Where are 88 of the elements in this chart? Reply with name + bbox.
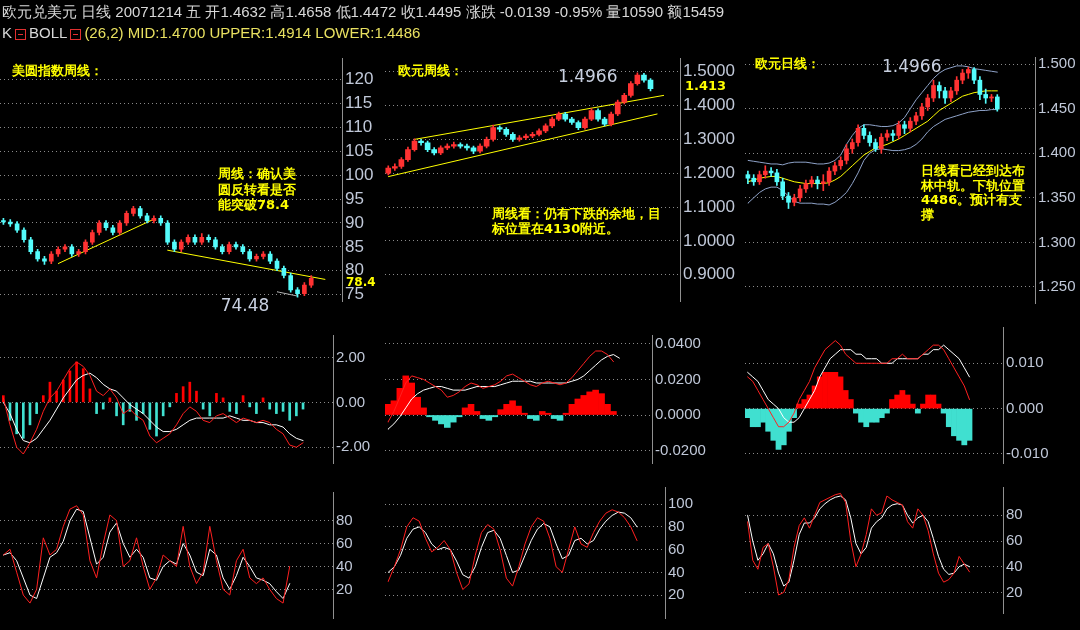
- candlestick: [464, 143, 470, 151]
- y-tick-label: 40: [336, 556, 353, 574]
- bar: [175, 393, 178, 403]
- bar: [255, 402, 258, 414]
- bar: [215, 393, 218, 403]
- y-tick-label: 60: [668, 539, 685, 557]
- y-tick-label: 1.450: [1038, 98, 1076, 116]
- y-tick-label: 1.250: [1038, 277, 1076, 295]
- bar: [208, 402, 212, 417]
- bar: [141, 402, 145, 414]
- y-tick-label: 90: [345, 212, 364, 232]
- chart-title: 欧元日线：: [755, 56, 820, 72]
- bar: [15, 402, 18, 435]
- candlestick: [444, 143, 451, 150]
- annotation: 1.4966: [882, 56, 942, 77]
- y-tick-label: 100: [668, 494, 694, 512]
- y-tick-label: 1.500: [1038, 54, 1076, 72]
- bar: [81, 368, 85, 403]
- y-tick-label: 1.2000: [683, 162, 735, 182]
- y-tick-label: 60: [1006, 531, 1023, 549]
- y-tick-label: 0.0200: [655, 369, 701, 387]
- y-tick-label: 0.0000: [655, 405, 701, 423]
- y-tick-label: 120: [345, 69, 374, 89]
- y-tick-label: 100: [345, 164, 374, 184]
- text: 1.413: [685, 78, 727, 94]
- bar: [188, 381, 192, 403]
- bar: [195, 390, 198, 403]
- y-tick-label: 80: [336, 510, 353, 528]
- y-tick-label: 80: [1006, 505, 1023, 523]
- bar: [248, 402, 252, 408]
- bar: [155, 402, 158, 437]
- bar: [101, 402, 105, 410]
- annotation: 周线：确认美圆反转看是否能突破78.4: [217, 166, 297, 213]
- bar: [95, 402, 98, 414]
- y-tick-label: 1.400: [1038, 143, 1076, 161]
- text: K: [2, 24, 13, 41]
- text: (26,2) MID:1.4700 UPPER:1.4914 LOWER:1.4486: [84, 24, 421, 41]
- bar: [41, 395, 45, 403]
- bar: [121, 402, 125, 426]
- y-tick-label: 40: [668, 562, 685, 580]
- bar: [268, 402, 272, 410]
- y-tick-label: -2.00: [336, 437, 371, 455]
- y-tick-label: 1.3000: [683, 129, 735, 149]
- y-tick-label: 1.350: [1038, 187, 1076, 205]
- y-tick-label: 40: [1006, 556, 1023, 574]
- y-tick-label: 0.0400: [655, 334, 701, 352]
- candlestick: [451, 141, 457, 149]
- bar: [55, 390, 58, 403]
- bar: [228, 402, 232, 412]
- text: BOLL: [29, 24, 68, 41]
- y-tick-label: 1.0000: [683, 230, 735, 250]
- y-tick-label: -0.010: [1006, 444, 1049, 462]
- y-tick-label: 20: [668, 585, 685, 603]
- y-tick-label: 60: [336, 533, 353, 551]
- bar: [161, 402, 165, 417]
- y-tick-label: 95: [345, 188, 364, 208]
- y-tick-label: -0.0200: [655, 440, 706, 458]
- y-tick-label: 0.000: [1006, 398, 1044, 416]
- bar: [295, 402, 298, 417]
- chart-title: 欧元周线：: [398, 63, 463, 79]
- y-tick-label: 85: [345, 236, 364, 256]
- y-tick-label: 1.1000: [683, 196, 735, 216]
- y-tick-label: 20: [336, 579, 353, 597]
- y-tick-label: 1.4000: [683, 95, 735, 115]
- y-tick-label: 1.300: [1038, 232, 1076, 250]
- y-tick-label: 20: [1006, 582, 1023, 600]
- bar: [21, 402, 25, 439]
- y-tick-label: 80: [668, 517, 685, 535]
- bar: [35, 402, 38, 414]
- y-tick-label: 115: [345, 93, 373, 113]
- y-tick-label: 0.00: [336, 392, 366, 410]
- y-tick-label: 1.5000: [683, 61, 735, 81]
- annotation: 周线看：仍有下跌的余地，目标位置在4130附近。: [491, 206, 661, 237]
- bar: [75, 361, 78, 403]
- y-tick-label: 0.9000: [683, 264, 735, 284]
- y-tick-label: 0.010: [1006, 353, 1044, 371]
- annotation: 1.4966: [558, 66, 618, 87]
- chart-title: 美圆指数周线：: [11, 63, 103, 79]
- y-tick-label: 110: [345, 117, 373, 137]
- bar: [288, 402, 292, 421]
- annotation: 日线看已经到达布林中轨。下轨位置4486。预计有支撑: [920, 163, 1025, 222]
- annotation: 74.48: [220, 295, 270, 316]
- bar: [115, 402, 118, 417]
- bar: [275, 402, 278, 414]
- y-tick-label: 2.00: [336, 347, 366, 365]
- text: 欧元兑美元 日线 20071214 五 开1.4632 高1.4658 低1.4472 收1.4495 涨跌 -0.0139 -0.95% 量10590 额15459: [2, 3, 725, 20]
- bar: [235, 402, 238, 414]
- y-tick-label: 105: [345, 141, 374, 161]
